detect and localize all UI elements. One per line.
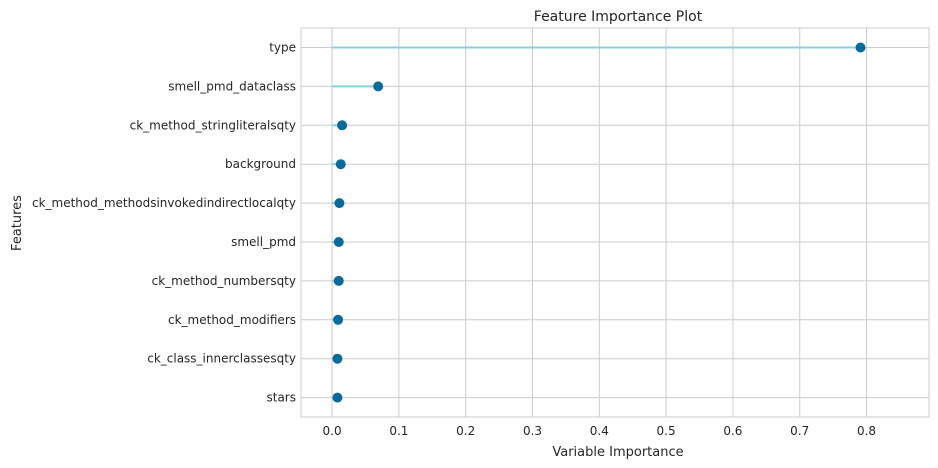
y-tick-label: type xyxy=(269,41,296,55)
x-tick-label: 0.1 xyxy=(389,424,408,438)
x-tick-label: 0.2 xyxy=(456,424,475,438)
y-tick-label: ck_method_modifiers xyxy=(168,313,296,327)
y-tick-label: ck_class_innerclassesqty xyxy=(147,352,296,366)
importance-point xyxy=(333,237,344,247)
y-tick-label: stars xyxy=(267,391,297,405)
y-tick-label: background xyxy=(225,157,296,171)
y-tick-label: smell_pmd xyxy=(231,235,296,249)
importance-point xyxy=(373,81,384,92)
importance-point xyxy=(334,198,345,209)
x-tick-label: 0.8 xyxy=(857,424,876,438)
y-tick-label: smell_pmd_dataclass xyxy=(168,79,296,93)
grid-layer xyxy=(301,28,929,417)
x-tick-label: 0.5 xyxy=(657,424,676,438)
importance-point xyxy=(333,314,344,325)
importance-point xyxy=(335,159,346,170)
x-tick-label: 0.4 xyxy=(590,424,609,438)
plot-frame xyxy=(300,27,930,418)
y-tick-label: ck_method_stringliteralsqty xyxy=(130,118,296,132)
x-tick-label: 0.6 xyxy=(723,424,742,438)
y-tick-label: ck_method_numbersqty xyxy=(152,274,296,288)
y-axis-label: Features xyxy=(10,195,25,251)
x-tick-label: 0.3 xyxy=(523,424,542,438)
y-axis-ticks: type smell_pmd_dataclass ck_method_stringl… xyxy=(32,41,296,405)
marks-layer xyxy=(332,42,866,403)
x-tick-label: 0.7 xyxy=(790,424,809,438)
x-tick-label: 0.0 xyxy=(323,424,342,438)
x-axis-ticks: 0.0 0.1 0.2 0.3 0.4 0.5 0.6 0.7 0.8 xyxy=(323,424,877,438)
x-axis-label: Variable Importance xyxy=(552,445,683,460)
importance-point xyxy=(332,392,343,403)
chart-title: Feature Importance Plot xyxy=(534,9,703,25)
importance-point xyxy=(333,275,344,286)
importance-point xyxy=(332,353,343,364)
importance-point xyxy=(855,42,866,53)
importance-point xyxy=(337,120,348,131)
y-tick-label: ck_method_methodsinvokedindirectlocalqty xyxy=(32,196,296,210)
